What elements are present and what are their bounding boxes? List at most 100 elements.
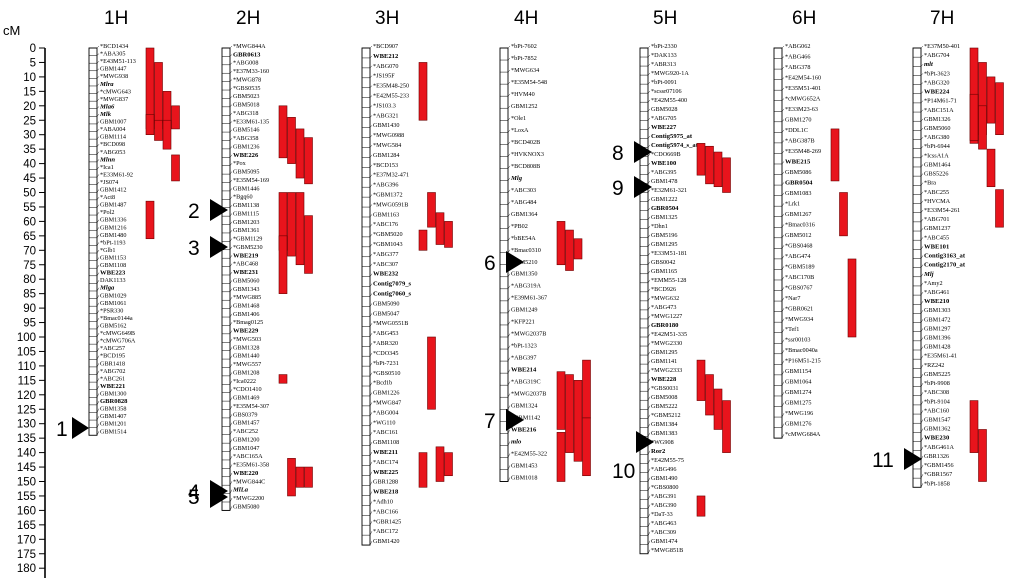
arrow-5-label: 5 (188, 486, 200, 509)
marker-label: *ABG395 (651, 169, 676, 176)
qtl-bar (418, 62, 428, 121)
marker-label: *ABC308 (924, 389, 949, 396)
marker-connector (920, 54, 924, 58)
marker-label: Mlga (99, 285, 115, 292)
marker-connector (920, 118, 924, 122)
qtl-bar (145, 114, 155, 136)
marker-label: *GBM1142 (511, 415, 540, 422)
marker-connector (781, 182, 785, 186)
marker-label: *ABG053 (100, 149, 125, 156)
marker-label: GBM5008 (651, 394, 677, 401)
marker-connector (96, 174, 100, 178)
marker-connector (920, 446, 924, 451)
marker-connector (647, 315, 651, 320)
marker-label: GBR1418 (100, 360, 125, 367)
marker-connector (96, 378, 100, 383)
marker-label: *E32M61-321 (651, 187, 687, 194)
qtl-bar (986, 76, 996, 124)
marker-connector (369, 75, 373, 78)
marker-label: Ror2 (651, 448, 666, 455)
marker-label: *ABG705 (651, 115, 676, 122)
axis-tick-label: 150 (17, 477, 36, 489)
marker-label: GBM5080 (233, 503, 259, 510)
marker-connector (920, 464, 924, 470)
qtl-bar (573, 238, 583, 260)
marker-label: *MWG844A (233, 43, 266, 50)
marker-connector (920, 209, 924, 213)
marker-label: *ABG496 (651, 466, 676, 473)
arrow-9-triangle (634, 176, 652, 198)
marker-label: *ABG702 (100, 368, 125, 375)
axis-tick-label: 85 (23, 289, 36, 301)
qtl-bar (435, 446, 445, 482)
arrow-3-triangle (210, 236, 228, 258)
marker-label: GBM5095 (233, 169, 259, 176)
marker-connector (920, 300, 924, 305)
marker-label: Contig7079_s (373, 281, 412, 288)
marker-label: *ABC176 (373, 221, 398, 228)
marker-connector (507, 321, 511, 326)
marker-connector (647, 513, 651, 518)
marker-connector (507, 333, 511, 338)
qtl-bar (573, 380, 583, 462)
marker-label: WBE100 (651, 160, 677, 167)
marker-label: GBM1480 (100, 232, 126, 239)
marker-connector (369, 432, 373, 436)
marker-connector (781, 266, 785, 270)
marker-connector (96, 242, 100, 246)
marker-connector (647, 207, 651, 211)
marker-connector (647, 243, 651, 247)
marker-connector (96, 68, 100, 71)
marker-connector (369, 422, 373, 426)
marker-connector (647, 333, 651, 338)
qtl-bar (418, 229, 428, 251)
marker-label: *GBM1129 (233, 236, 262, 243)
marker-label: *ABC170B (785, 274, 814, 281)
marker-connector (96, 144, 100, 147)
marker-connector (507, 285, 511, 289)
marker-connector (96, 363, 100, 368)
qtl-bar (839, 192, 848, 237)
marker-connector (369, 531, 373, 536)
marker-label: *ABG387B (785, 137, 815, 144)
marker-connector (96, 385, 100, 390)
marker-label: GBS0042 (651, 259, 675, 266)
marker-label: GBM1061 (100, 300, 126, 307)
marker-label: *bPt-7852 (511, 55, 537, 62)
marker-label: WBE219 (233, 252, 259, 259)
arrow-5: 5 (188, 486, 228, 509)
marker-connector (781, 287, 785, 291)
marker-connector (369, 263, 373, 267)
marker-connector (647, 270, 651, 274)
marker-label: *KFP221 (511, 319, 535, 326)
marker-connector (229, 70, 233, 74)
marker-label: *ABG466 (785, 53, 810, 60)
marker-connector (647, 171, 651, 175)
marker-label: *PSR330 (100, 307, 123, 314)
marker-connector (920, 146, 924, 149)
qtl-bar (295, 192, 305, 266)
qtl-bar (556, 371, 566, 430)
marker-label: GBM1412 (100, 187, 126, 194)
marker-connector (920, 310, 924, 314)
qtl-bar (986, 148, 996, 188)
marker-connector (507, 81, 511, 85)
qtl-bar (565, 374, 574, 453)
marker-label: GBM1440 (233, 353, 259, 360)
marker-label: GBR1326 (924, 453, 949, 460)
arrow-10-triangle (636, 431, 654, 453)
marker-connector (781, 140, 785, 144)
qtl-bar (295, 128, 305, 179)
axis-tick-label: 135 (17, 433, 36, 445)
marker-label: *GBR1425 (373, 518, 401, 525)
qtl-bar (418, 452, 428, 488)
marker-label: *Amy2 (924, 280, 943, 287)
marker-connector (369, 184, 373, 188)
marker-label: *bPt-1323 (511, 343, 537, 350)
marker-label: *ABC166 (373, 508, 398, 515)
arrow-6: 6 (484, 251, 524, 275)
marker-label: GBM5012 (785, 232, 811, 239)
marker-connector (369, 461, 373, 466)
marker-label: *BCD153 (373, 162, 398, 169)
axis-tick-label: 20 (23, 101, 36, 113)
